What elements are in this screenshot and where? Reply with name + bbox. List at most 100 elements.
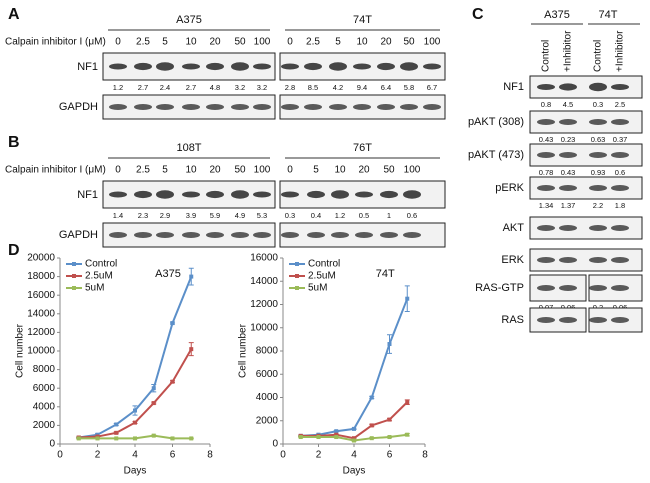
x-tick-label: 6 [170,450,176,461]
y-axis-label: Cell number [238,323,249,378]
quantification: 1.2 [113,83,123,92]
band [134,104,152,110]
quantification: 5.9 [210,211,220,220]
quantification: 0.3 [285,211,295,220]
y-tick-label: 0 [272,439,278,450]
band [611,225,629,231]
band [559,152,577,158]
quantification: 2.5 [615,100,625,109]
x-tick-label: 6 [387,450,393,461]
chart-title: 74T [376,268,395,280]
concentration: 5 [162,37,168,48]
band [156,232,174,238]
band [559,83,577,91]
quantification: 2.3 [138,211,148,220]
band [537,185,555,191]
blot-label: pERK [495,182,524,194]
band [331,190,349,199]
band [403,232,421,238]
marker [189,274,194,279]
legend-marker [295,286,299,290]
band [559,257,577,263]
concentration: 20 [209,37,221,48]
y-tick-label: 8000 [33,364,56,375]
band [611,285,629,291]
legend-marker [295,262,299,266]
band [281,232,299,238]
marker [405,432,410,437]
quantification: 4.9 [235,211,245,220]
blot-label: GAPDH [59,229,98,241]
quantification: 2.9 [160,211,170,220]
band [355,191,373,198]
x-tick-label: 8 [422,450,428,461]
band [253,232,271,238]
blot-label: RAS-GTP [475,282,524,294]
quantification: 0.06 [561,303,576,312]
panel-label: A [8,6,20,23]
band [156,190,174,199]
marker [151,386,156,391]
quantification: 0.8 [541,100,551,109]
marker [369,436,374,441]
x-tick-label: 2 [316,450,322,461]
marker [189,347,194,352]
quantification: 2.8 [285,83,295,92]
band [377,104,395,110]
marker [95,436,100,441]
legend-label: 2.5uM [85,271,113,282]
concentration: 0 [287,37,293,48]
marker [369,395,374,400]
concentration: 2.5 [306,37,320,48]
y-tick-label: 2000 [33,420,56,431]
band [537,119,555,125]
group-title: A375 [544,9,570,21]
band [253,191,271,198]
quantification: 2.7 [138,83,148,92]
concentration: 5 [313,165,319,176]
band [253,63,271,70]
quantification: 0.6 [407,211,417,220]
band [589,257,607,263]
band [231,104,249,110]
y-tick-label: 14000 [250,276,278,287]
band [109,232,127,238]
marker [133,408,137,413]
band [109,63,127,70]
concentration: 100 [254,37,271,48]
x-axis-label: Days [124,466,147,477]
marker [76,436,81,441]
quantification: 5.3 [257,211,267,220]
concentration: 0 [287,165,293,176]
band [423,63,441,70]
band [253,104,271,110]
marker [334,435,339,440]
concentration: 0 [115,37,121,48]
marker [133,436,137,441]
quantification: 0.06 [613,303,628,312]
band [182,104,200,110]
band [182,191,200,198]
legend-label: Control [308,259,340,270]
row-label: Calpain inhibitor I (μM) [5,165,106,176]
quantification: 0.3 [593,100,603,109]
y-tick-label: 4000 [256,392,279,403]
band [377,62,395,71]
blot [529,248,643,272]
band [156,104,174,110]
blot [529,143,643,167]
legend-marker [295,274,299,278]
y-axis-label: Cell number [15,323,26,378]
group-title: 108T [176,142,201,154]
band [307,232,325,238]
band [559,119,577,125]
group-title: 76T [353,142,372,154]
band [134,190,152,199]
marker [387,435,392,440]
panel-label: D [8,242,20,259]
legend-marker [72,274,76,278]
y-tick-label: 6000 [33,383,56,394]
concentration: 10 [185,165,197,176]
quantification: 8.5 [308,83,318,92]
band [611,152,629,158]
